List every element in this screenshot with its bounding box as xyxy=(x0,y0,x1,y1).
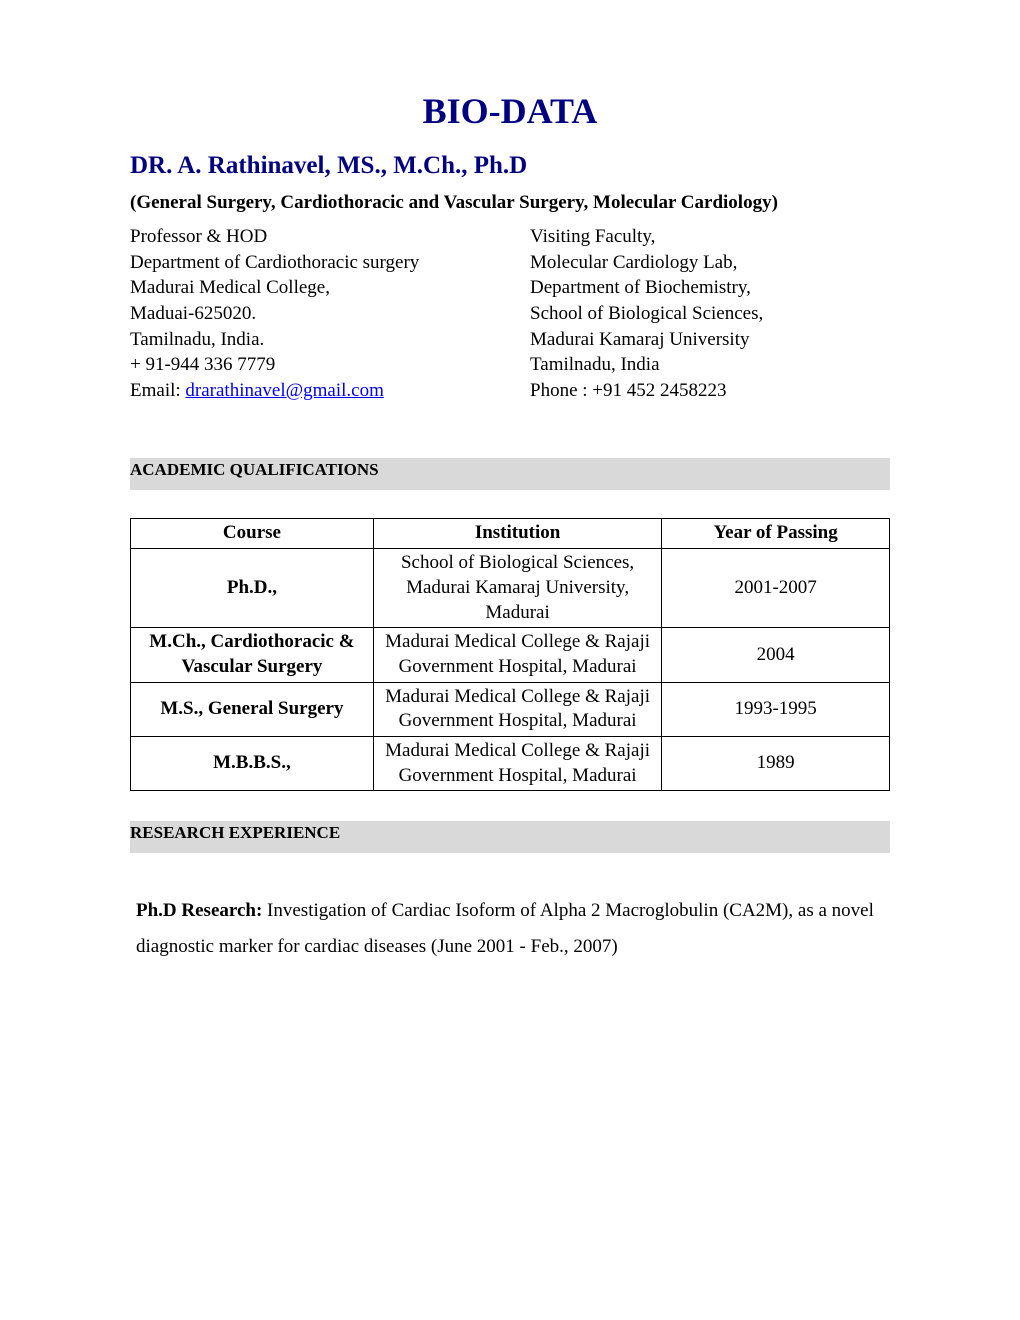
research-label: Ph.D Research: xyxy=(136,900,267,921)
table-row: Ph.D., School of Biological Sciences, Ma… xyxy=(131,549,890,628)
cell-course: M.B.B.S., xyxy=(131,736,374,790)
affil-line: Tamilnadu, India xyxy=(530,352,890,378)
col-institution: Institution xyxy=(373,519,661,549)
cell-institution: School of Biological Sciences, Madurai K… xyxy=(373,549,661,628)
affil-line: Phone : +91 452 2458223 xyxy=(530,378,890,404)
email-label: Email: xyxy=(130,380,185,401)
cell-institution: Madurai Medical College & Rajaji Governm… xyxy=(373,682,661,736)
affil-line: Professor & HOD xyxy=(130,224,490,250)
section-header-academic: ACADEMIC QUALIFICATIONS xyxy=(130,458,890,490)
section-header-research: RESEARCH EXPERIENCE xyxy=(130,821,890,853)
email-link[interactable]: drarathinavel@gmail.com xyxy=(185,380,383,401)
affil-line: + 91-944 336 7779 xyxy=(130,352,490,378)
cell-institution: Madurai Medical College & Rajaji Governm… xyxy=(373,736,661,790)
cell-course: Ph.D., xyxy=(131,549,374,628)
affil-line: Molecular Cardiology Lab, xyxy=(530,250,890,276)
qualifications-table: Course Institution Year of Passing Ph.D.… xyxy=(130,518,890,791)
affil-line: Madurai Medical College, xyxy=(130,275,490,301)
cell-year: 2004 xyxy=(662,628,890,682)
affiliation-right: Visiting Faculty, Molecular Cardiology L… xyxy=(530,224,890,403)
affil-line: Department of Cardiothoracic surgery xyxy=(130,250,490,276)
affiliation-left: Professor & HOD Department of Cardiothor… xyxy=(130,224,490,403)
affil-line: Visiting Faculty, xyxy=(530,224,890,250)
table-row: M.B.B.S., Madurai Medical College & Raja… xyxy=(131,736,890,790)
cell-course: M.S., General Surgery xyxy=(131,682,374,736)
person-name: DR. A. Rathinavel, MS., M.Ch., Ph.D xyxy=(130,152,890,180)
table-row: M.Ch., Cardiothoracic & Vascular Surgery… xyxy=(131,628,890,682)
affiliation-row: Professor & HOD Department of Cardiothor… xyxy=(130,224,890,403)
affil-line: School of Biological Sciences, xyxy=(530,301,890,327)
specialties-line: (General Surgery, Cardiothoracic and Vas… xyxy=(130,192,890,214)
col-year: Year of Passing xyxy=(662,519,890,549)
research-paragraph: Ph.D Research: Investigation of Cardiac … xyxy=(130,893,890,965)
table-row: M.S., General Surgery Madurai Medical Co… xyxy=(131,682,890,736)
affil-line: Department of Biochemistry, xyxy=(530,275,890,301)
cell-year: 2001-2007 xyxy=(662,549,890,628)
affil-email-line: Email: drarathinavel@gmail.com xyxy=(130,378,490,404)
table-header-row: Course Institution Year of Passing xyxy=(131,519,890,549)
cell-year: 1989 xyxy=(662,736,890,790)
cell-year: 1993-1995 xyxy=(662,682,890,736)
cell-course: M.Ch., Cardiothoracic & Vascular Surgery xyxy=(131,628,374,682)
affil-line: Madurai Kamaraj University xyxy=(530,327,890,353)
cell-institution: Madurai Medical College & Rajaji Governm… xyxy=(373,628,661,682)
col-course: Course xyxy=(131,519,374,549)
affil-line: Tamilnadu, India. xyxy=(130,327,490,353)
page-title: BIO-DATA xyxy=(130,90,890,132)
affil-line: Maduai-625020. xyxy=(130,301,490,327)
